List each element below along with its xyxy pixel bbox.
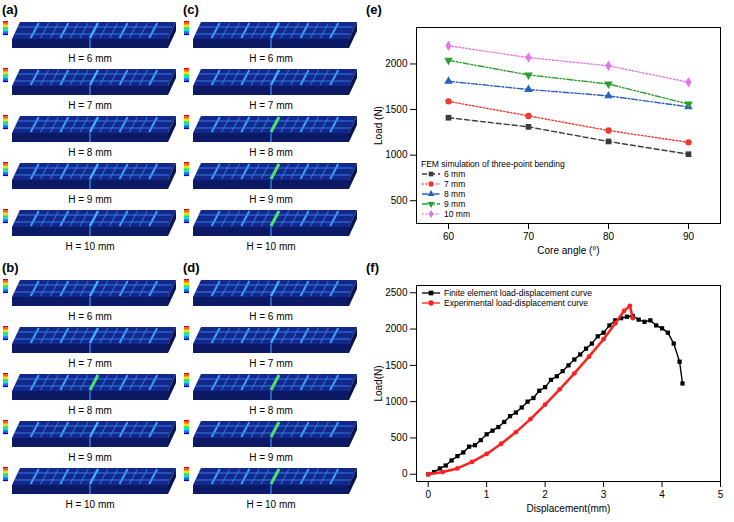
- html-text:H = 8 mm: H = 8 mm: [68, 147, 112, 158]
- html-text:FEM simulation of three-point: FEM simulation of three-point bending: [421, 159, 565, 169]
- html-text:H = 9 mm: H = 9 mm: [68, 452, 112, 463]
- html-text:H = 10 mm: H = 10 mm: [246, 499, 296, 510]
- svg-text:500: 500: [391, 432, 408, 443]
- html-text:(e): (e): [366, 2, 382, 17]
- html-text:H = 7 mm: H = 7 mm: [68, 100, 112, 111]
- svg-text:1: 1: [484, 489, 490, 500]
- html-text:H = 9 mm: H = 9 mm: [68, 194, 112, 205]
- html-text:7 mm: 7 mm: [444, 179, 466, 189]
- html-text:(a): (a): [2, 2, 18, 17]
- svg-text:4: 4: [659, 489, 665, 500]
- svg-text:Core angle (°): Core angle (°): [537, 245, 599, 256]
- svg-text:2500: 2500: [385, 287, 408, 298]
- html-text:H = 6 mm: H = 6 mm: [68, 53, 112, 64]
- html-text:H = 10 mm: H = 10 mm: [65, 499, 115, 510]
- html-text:(f): (f): [366, 260, 379, 275]
- html-text:10 mm: 10 mm: [444, 209, 470, 219]
- html-text:Finite element load-displaceme: Finite element load-displacement curve: [444, 288, 592, 298]
- svg-text:2000: 2000: [385, 323, 408, 334]
- svg-text:5: 5: [718, 489, 724, 500]
- svg-text:1500: 1500: [385, 104, 408, 115]
- html-text:9 mm: 9 mm: [444, 199, 466, 209]
- html-text:(b): (b): [2, 260, 19, 275]
- svg-text:80: 80: [603, 231, 615, 242]
- html-text:6 mm: 6 mm: [444, 169, 466, 179]
- html-text:H = 10 mm: H = 10 mm: [246, 241, 296, 252]
- html-text:H = 9 mm: H = 9 mm: [249, 452, 293, 463]
- svg-text:2000: 2000: [385, 58, 408, 69]
- html-text:H = 8 mm: H = 8 mm: [249, 147, 293, 158]
- svg-text:90: 90: [683, 231, 695, 242]
- html-text:H = 6 mm: H = 6 mm: [249, 311, 293, 322]
- html-text:H = 10 mm: H = 10 mm: [65, 241, 115, 252]
- html-text:8 mm: 8 mm: [444, 189, 466, 199]
- svg-text:1000: 1000: [385, 396, 408, 407]
- html-text:H = 6 mm: H = 6 mm: [68, 311, 112, 322]
- html-text:H = 7 mm: H = 7 mm: [249, 100, 293, 111]
- html-text:H = 8 mm: H = 8 mm: [249, 405, 293, 416]
- svg-text:0: 0: [402, 468, 408, 479]
- svg-text:70: 70: [523, 231, 535, 242]
- svg-text:0: 0: [425, 489, 431, 500]
- html-text:H = 7 mm: H = 7 mm: [249, 358, 293, 369]
- html-text:H = 6 mm: H = 6 mm: [249, 53, 293, 64]
- html-text:(d): (d): [183, 260, 200, 275]
- svg-text:1500: 1500: [385, 360, 408, 371]
- svg-text:60: 60: [443, 231, 455, 242]
- svg-text:1000: 1000: [385, 149, 408, 160]
- svg-text:3: 3: [601, 489, 607, 500]
- html-text:H = 8 mm: H = 8 mm: [68, 405, 112, 416]
- html-text:(c): (c): [183, 2, 199, 17]
- svg-text:2: 2: [542, 489, 548, 500]
- svg-text:500: 500: [391, 195, 408, 206]
- svg-text:Load (N): Load (N): [373, 106, 384, 145]
- svg-text:Displacement(mm): Displacement(mm): [527, 503, 611, 514]
- html-text:H = 7 mm: H = 7 mm: [68, 358, 112, 369]
- html-text:Experimental load-displacement: Experimental load-displacement curve: [444, 298, 589, 308]
- svg-text:Load(N): Load(N): [373, 365, 384, 401]
- html-text:H = 9 mm: H = 9 mm: [249, 194, 293, 205]
